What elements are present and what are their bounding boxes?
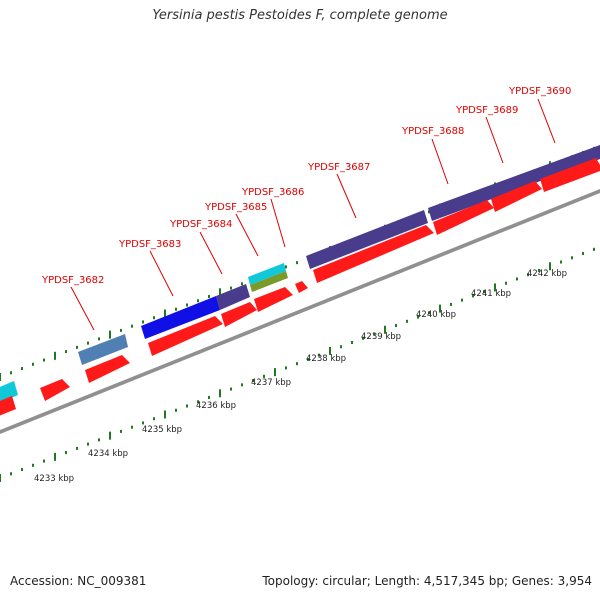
gene-label: YPDSF_3690 [508,86,571,97]
cyan-feature-3685[interactable] [248,263,286,285]
cds-arrow[interactable] [221,302,257,327]
backbone-line [0,189,600,434]
cds-arrow[interactable] [295,281,308,293]
kbp-label: 4233 kbp [34,474,74,484]
leader-line [235,213,259,257]
leader-line [336,173,357,219]
olive-feature-3686[interactable] [250,271,288,292]
gene-label: YPDSF_3682 [41,275,104,286]
feature-track [0,145,600,403]
cds-arrow[interactable] [0,396,16,418]
accession-text: Accession: NC_009381 [10,574,147,588]
cds-arrow[interactable] [313,225,434,283]
cds-track [0,158,600,418]
leader-line [485,116,504,164]
kbp-label: 4238 kbp [306,354,346,364]
kbp-label: 4234 kbp [88,449,128,459]
label-leaders [70,98,556,331]
leader-line [270,198,286,248]
leader-line [70,286,95,331]
gene-label: YPDSF_3687 [307,162,370,173]
map-title: Yersinia pestis Pestoides F, complete ge… [152,8,448,23]
cds-arrow[interactable] [254,287,293,312]
cds-arrow[interactable] [85,355,130,383]
cds-arrow[interactable] [40,379,70,401]
leader-line [537,98,556,144]
kbp-label: 4236 kbp [196,401,236,411]
kbp-label: 4237 kbp [251,378,291,388]
cds-arrow[interactable] [491,181,542,212]
cds-arrow[interactable] [148,316,223,356]
kbp-label: 4241 kbp [471,289,511,299]
gene-label: YPDSF_3684 [169,219,232,230]
gene-label: YPDSF_3689 [455,105,518,116]
leader-line [199,231,223,275]
gene-label: YPDSF_3683 [118,239,181,250]
kbp-label: 4240 kbp [416,310,456,320]
navy-feature-3684[interactable] [216,284,250,310]
topology-text: Topology: circular; Length: 4,517,345 bp… [262,574,592,588]
cds-arrow[interactable] [540,158,600,192]
leader-line [431,138,449,185]
navy-feature-3688[interactable] [428,145,600,221]
navy-feature-3687[interactable] [306,210,428,269]
kbp-label: 4242 kbp [527,269,567,279]
gene-labels: YPDSF_3682 YPDSF_3683 YPDSF_3684 YPDSF_3… [41,86,571,286]
gene-label: YPDSF_3685 [204,202,267,213]
kbp-label: 4239 kbp [361,332,401,342]
backbone [0,189,600,434]
blue-feature-3683[interactable] [141,296,220,339]
gene-label: YPDSF_3688 [401,126,464,137]
kbp-labels: 4233 kbp 4234 kbp 4235 kbp 4236 kbp 4237… [34,269,567,484]
cyan-feature[interactable] [0,381,18,403]
gene-label: YPDSF_3686 [241,187,304,198]
kbp-label: 4235 kbp [142,425,182,435]
leader-line [149,250,174,297]
steel-feature-3682[interactable] [78,334,128,365]
cds-arrow[interactable] [433,200,494,235]
